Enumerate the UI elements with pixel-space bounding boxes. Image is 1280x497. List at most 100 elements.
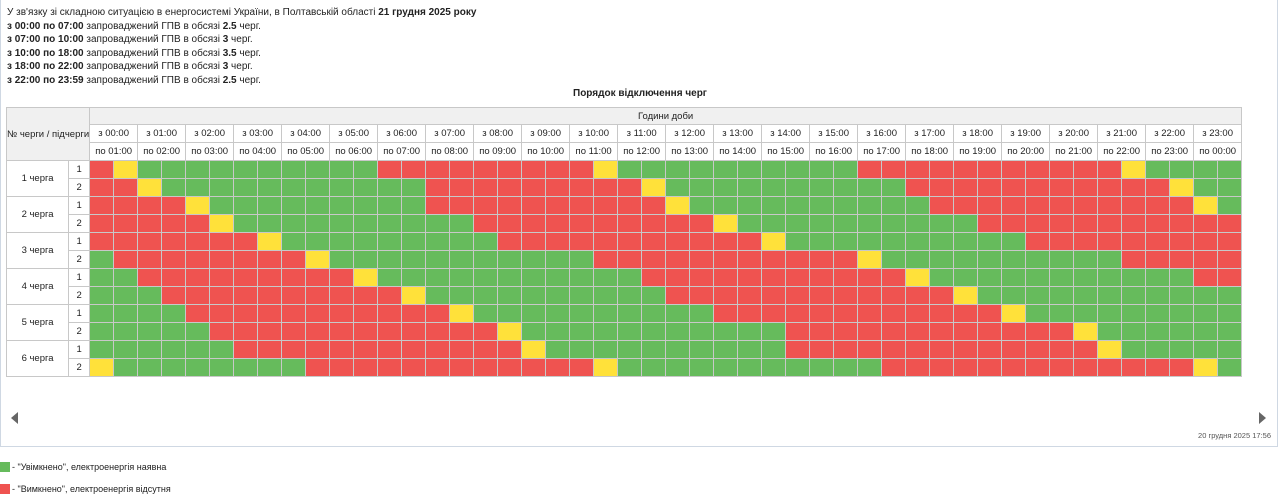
slot-cell — [929, 304, 955, 323]
hour-from-7: з 07:00 — [425, 124, 475, 143]
slot-cell — [185, 304, 211, 323]
slot-cell — [233, 250, 259, 269]
hour-to-2: по 03:00 — [185, 142, 235, 161]
slot-cell — [161, 160, 187, 179]
slot-cell — [1073, 304, 1099, 323]
slot-cell — [665, 340, 691, 359]
slot-cell — [953, 358, 979, 377]
slot-cell — [881, 160, 907, 179]
slot-cell — [401, 214, 427, 233]
slot-cell — [353, 358, 379, 377]
subqueue-number: 1 — [68, 196, 91, 215]
slot-cell — [305, 196, 331, 215]
slot-cell — [1001, 322, 1027, 341]
slot-cell — [953, 322, 979, 341]
slot-cell — [833, 196, 859, 215]
slot-cell — [329, 232, 355, 251]
slot-cell — [929, 178, 955, 197]
slot-cell — [785, 250, 811, 269]
horizontal-scrollbar[interactable] — [6, 412, 1272, 426]
slot-cell — [329, 358, 355, 377]
slot-cell — [1121, 214, 1147, 233]
slot-cell — [1025, 178, 1051, 197]
slot-cell — [305, 304, 331, 323]
slot-cell — [833, 340, 859, 359]
scroll-right-arrow-icon[interactable] — [1259, 412, 1266, 424]
slot-cell — [257, 214, 283, 233]
slot-cell — [1025, 322, 1051, 341]
slot-cell — [785, 196, 811, 215]
slot-cell — [641, 214, 667, 233]
slot-cell — [665, 160, 691, 179]
slot-cell — [113, 340, 139, 359]
slot-cell — [377, 322, 403, 341]
slot-cell — [593, 160, 619, 179]
slot-cell — [785, 232, 811, 251]
slot-cell — [425, 358, 451, 377]
slot-cell — [281, 304, 307, 323]
slot-cell — [1073, 160, 1099, 179]
slot-cell — [137, 250, 163, 269]
slot-cell — [593, 268, 619, 287]
slot-cell — [569, 322, 595, 341]
slot-cell — [977, 340, 1003, 359]
slot-cell — [521, 340, 547, 359]
hour-from-11: з 11:00 — [617, 124, 667, 143]
hour-to-22: по 23:00 — [1145, 142, 1195, 161]
slot-cell — [161, 286, 187, 305]
slot-cell — [617, 232, 643, 251]
slot-cell — [713, 250, 739, 269]
slot-cell — [305, 214, 331, 233]
slot-cell — [257, 268, 283, 287]
slot-cell — [977, 196, 1003, 215]
slot-cell — [809, 214, 835, 233]
slot-cell — [305, 286, 331, 305]
slot-cell — [713, 304, 739, 323]
slot-cell — [761, 196, 787, 215]
slot-cell — [257, 250, 283, 269]
slot-cell — [1097, 160, 1123, 179]
slot-cell — [353, 214, 379, 233]
slot-cell — [641, 304, 667, 323]
slot-cell — [737, 322, 763, 341]
hours-header: Години доби — [89, 107, 1243, 125]
slot-cell — [233, 160, 259, 179]
hour-to-9: по 10:00 — [521, 142, 571, 161]
slot-cell — [377, 214, 403, 233]
slot-cell — [809, 178, 835, 197]
slot-cell — [473, 214, 499, 233]
table-row: 1 черга 1 — [5, 160, 1243, 197]
slot-cell — [497, 322, 523, 341]
slot-cell — [905, 250, 931, 269]
slot-cell — [737, 340, 763, 359]
slot-cell — [281, 196, 307, 215]
slot-cell — [1217, 340, 1243, 359]
slot-cell — [233, 268, 259, 287]
slot-cell — [1073, 358, 1099, 377]
slot-cell — [185, 322, 211, 341]
slot-cell — [1193, 214, 1219, 233]
slot-cell — [497, 268, 523, 287]
slot-cell — [833, 250, 859, 269]
slot-cell — [665, 250, 691, 269]
slot-cell — [929, 358, 955, 377]
slot-cell — [785, 214, 811, 233]
slot-cell — [377, 196, 403, 215]
slot-cell — [809, 268, 835, 287]
scroll-left-arrow-icon[interactable] — [11, 412, 18, 424]
legend-on-swatch — [0, 462, 10, 472]
intro-line-5: з 22:00 по 23:59 запроваджений ГПВ в обс… — [7, 74, 261, 86]
slot-cell — [1121, 268, 1147, 287]
slot-cell — [497, 196, 523, 215]
slot-cell — [1145, 196, 1171, 215]
slot-cell — [881, 232, 907, 251]
slot-cell — [209, 214, 235, 233]
hour-from-16: з 16:00 — [857, 124, 907, 143]
slot-cell — [689, 268, 715, 287]
slot-cell — [113, 268, 139, 287]
slot-cell — [953, 160, 979, 179]
slot-cell — [953, 286, 979, 305]
slot-cell — [1025, 160, 1051, 179]
slot-cell — [1049, 160, 1075, 179]
slot-cell — [785, 268, 811, 287]
